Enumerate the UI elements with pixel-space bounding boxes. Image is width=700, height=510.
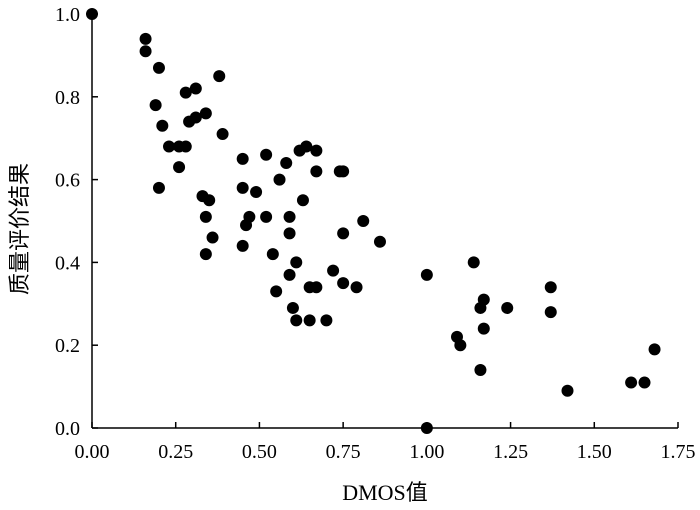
data-point xyxy=(236,239,249,252)
data-point xyxy=(286,301,299,314)
data-point xyxy=(477,293,490,306)
data-point xyxy=(149,99,162,112)
data-point xyxy=(327,264,340,277)
data-point xyxy=(467,256,480,269)
data-point xyxy=(638,376,651,389)
x-tick-label: 1.00 xyxy=(409,441,444,463)
data-point xyxy=(266,248,279,261)
data-point xyxy=(213,70,226,83)
data-point xyxy=(216,128,229,141)
y-tick-label: 0.4 xyxy=(55,252,80,274)
data-point xyxy=(337,227,350,240)
data-point xyxy=(373,235,386,248)
data-point xyxy=(501,301,514,314)
data-point xyxy=(240,219,253,232)
data-point xyxy=(310,281,323,294)
x-tick-label: 1.50 xyxy=(577,441,612,463)
data-point xyxy=(273,173,286,186)
x-tick-label: 1.75 xyxy=(661,441,696,463)
data-point xyxy=(283,210,296,223)
data-point xyxy=(179,140,192,153)
data-point xyxy=(420,268,433,281)
data-point xyxy=(300,140,313,153)
data-point xyxy=(474,364,487,377)
data-point xyxy=(296,194,309,207)
data-point xyxy=(189,111,202,124)
x-tick-label: 0.00 xyxy=(75,441,110,463)
data-point xyxy=(477,322,490,335)
y-tick-label: 0.6 xyxy=(55,170,80,192)
data-point xyxy=(152,61,165,74)
data-point xyxy=(337,165,350,178)
data-point xyxy=(320,314,333,327)
y-axis-title: 质量评价结果 xyxy=(7,163,32,295)
data-point xyxy=(189,82,202,95)
data-point xyxy=(544,281,557,294)
data-point xyxy=(199,248,212,261)
data-point xyxy=(561,384,574,397)
data-point xyxy=(199,107,212,120)
data-point xyxy=(283,227,296,240)
data-point xyxy=(648,343,661,356)
data-point xyxy=(283,268,296,281)
data-point xyxy=(199,210,212,223)
y-tick-label: 1.0 xyxy=(55,4,80,26)
data-point xyxy=(625,376,638,389)
axes xyxy=(91,12,678,429)
data-point xyxy=(290,314,303,327)
data-point xyxy=(350,281,363,294)
data-point xyxy=(357,215,370,227)
x-tick-label: 0.25 xyxy=(158,441,193,463)
data-point xyxy=(179,86,192,99)
data-point xyxy=(260,210,273,223)
x-tick-label: 0.50 xyxy=(242,441,277,463)
x-axis-title: DMOS值 xyxy=(342,480,428,505)
y-tick-label: 0.2 xyxy=(55,335,80,357)
y-tick-label: 0.0 xyxy=(55,418,80,440)
data-point xyxy=(139,45,152,58)
data-points xyxy=(86,8,661,434)
data-point xyxy=(454,339,467,352)
x-axis-ticks: 0.00 0.25 0.50 0.75 1.00 1.25 1.50 1.75 xyxy=(75,422,696,463)
data-point xyxy=(337,277,350,290)
data-point xyxy=(206,231,219,244)
y-tick-label: 0.8 xyxy=(55,87,80,109)
data-point xyxy=(280,157,293,170)
data-point xyxy=(270,285,283,298)
data-point xyxy=(260,148,273,161)
data-point xyxy=(173,161,186,174)
data-point xyxy=(310,144,323,157)
data-point xyxy=(152,181,165,194)
data-point xyxy=(163,140,176,153)
data-point xyxy=(139,32,152,45)
x-tick-label: 1.25 xyxy=(493,441,528,463)
data-point xyxy=(250,186,263,199)
data-point xyxy=(310,165,323,178)
data-point xyxy=(203,194,216,207)
x-tick-label: 0.75 xyxy=(326,441,361,463)
data-point xyxy=(544,306,557,319)
data-point xyxy=(236,181,249,194)
data-point xyxy=(303,314,316,327)
data-point xyxy=(290,256,303,269)
data-point xyxy=(236,152,249,165)
data-point xyxy=(156,119,169,132)
y-axis-ticks: 0.0 0.2 0.4 0.6 0.8 1.0 xyxy=(55,4,98,440)
